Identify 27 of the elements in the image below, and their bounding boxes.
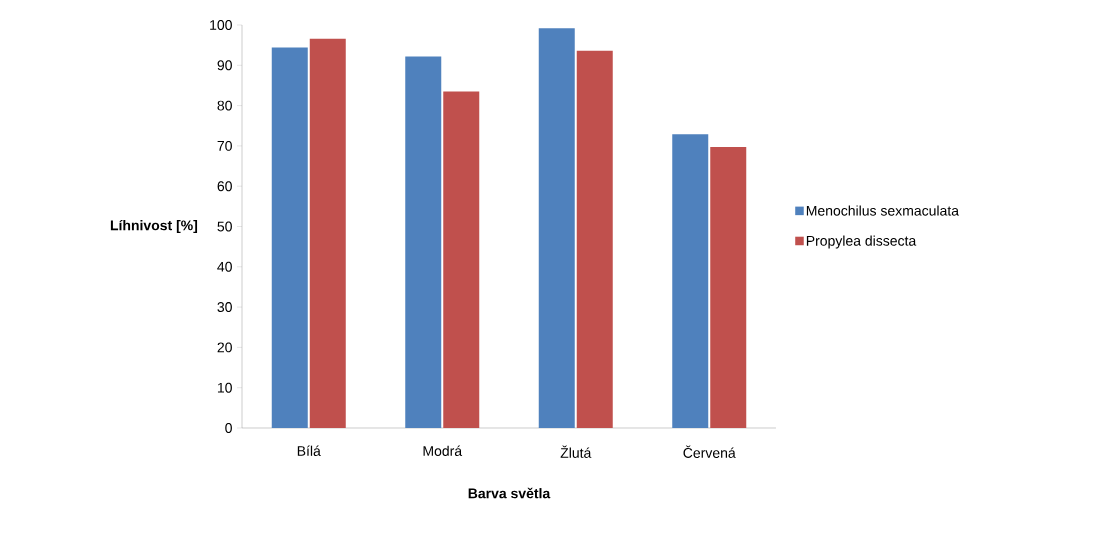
y-tick-label: 0 <box>225 423 232 433</box>
y-tick-label: 10 <box>217 382 232 393</box>
bar <box>405 56 442 428</box>
x-axis-title: Barva světla <box>468 487 551 499</box>
y-tick-label: 80 <box>217 100 232 111</box>
y-tick-label: 40 <box>217 261 232 272</box>
bar <box>538 28 575 428</box>
legend-label: Propylea dissecta <box>806 235 917 249</box>
bar <box>309 38 346 428</box>
bar <box>710 147 747 428</box>
bar <box>672 134 709 428</box>
x-tick-label: Červená <box>683 445 736 458</box>
y-tick-label: 60 <box>217 181 232 192</box>
bar <box>576 50 613 428</box>
y-axis-title: Líhnivost [%] <box>110 219 198 234</box>
y-tick-label: 100 <box>210 20 232 30</box>
y-tick-label: 70 <box>217 140 232 151</box>
y-tick-label: 50 <box>217 221 232 232</box>
bar <box>271 47 308 428</box>
y-tick-label: 90 <box>217 60 232 71</box>
x-tick-label: Bílá <box>297 445 321 456</box>
y-tick-label: 20 <box>217 342 232 353</box>
x-tick-label: Modrá <box>423 445 463 456</box>
bar <box>443 91 480 428</box>
y-tick-label: 30 <box>217 302 232 313</box>
x-tick-label: Žlutá <box>560 445 592 458</box>
legend-label: Menochilus sexmaculata <box>806 205 960 216</box>
